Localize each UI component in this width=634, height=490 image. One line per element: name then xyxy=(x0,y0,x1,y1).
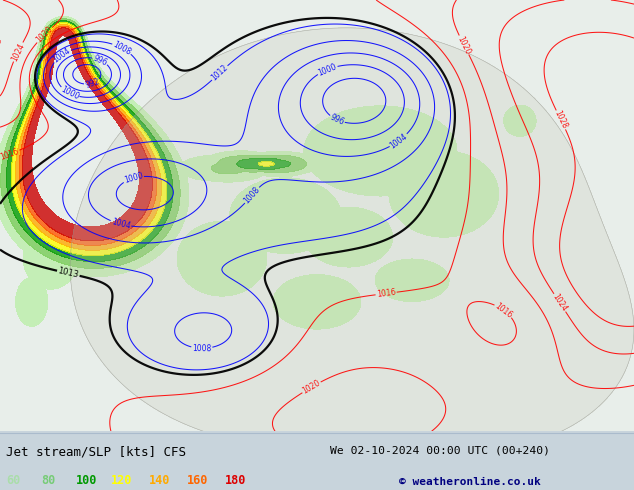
Text: 120: 120 xyxy=(111,474,133,487)
Text: 1020: 1020 xyxy=(301,378,322,396)
Text: 1008: 1008 xyxy=(242,185,262,205)
Text: 140: 140 xyxy=(149,474,171,487)
Text: 1000: 1000 xyxy=(316,62,338,77)
Text: We 02-10-2024 00:00 UTC (00+240): We 02-10-2024 00:00 UTC (00+240) xyxy=(330,446,550,456)
Text: 996: 996 xyxy=(91,53,108,67)
Text: 80: 80 xyxy=(41,474,55,487)
Text: 100: 100 xyxy=(76,474,98,487)
Text: 992: 992 xyxy=(84,77,100,90)
Text: 1024: 1024 xyxy=(10,41,26,63)
Text: 1004: 1004 xyxy=(388,131,409,150)
Text: © weatheronline.co.uk: © weatheronline.co.uk xyxy=(399,477,541,487)
Text: 1016: 1016 xyxy=(376,288,396,299)
Text: 1024: 1024 xyxy=(551,292,569,313)
Text: 1020: 1020 xyxy=(456,34,472,56)
Text: 1008: 1008 xyxy=(192,343,212,353)
Text: 1028: 1028 xyxy=(553,109,569,130)
Text: 1000: 1000 xyxy=(123,171,144,185)
Text: 1000: 1000 xyxy=(59,85,81,101)
Text: 180: 180 xyxy=(225,474,247,487)
Text: 1004: 1004 xyxy=(51,46,72,64)
Text: 60: 60 xyxy=(6,474,20,487)
Text: 1008: 1008 xyxy=(112,40,133,57)
Text: 1016: 1016 xyxy=(493,301,514,319)
Text: 160: 160 xyxy=(187,474,209,487)
Text: 1016: 1016 xyxy=(0,147,20,162)
Text: 1020: 1020 xyxy=(34,25,55,45)
Text: 1013: 1013 xyxy=(57,267,80,280)
Text: 1012: 1012 xyxy=(210,63,230,83)
Text: 1004: 1004 xyxy=(110,217,131,231)
Text: 996: 996 xyxy=(328,113,346,127)
Text: Jet stream/SLP [kts] CFS: Jet stream/SLP [kts] CFS xyxy=(6,446,186,459)
